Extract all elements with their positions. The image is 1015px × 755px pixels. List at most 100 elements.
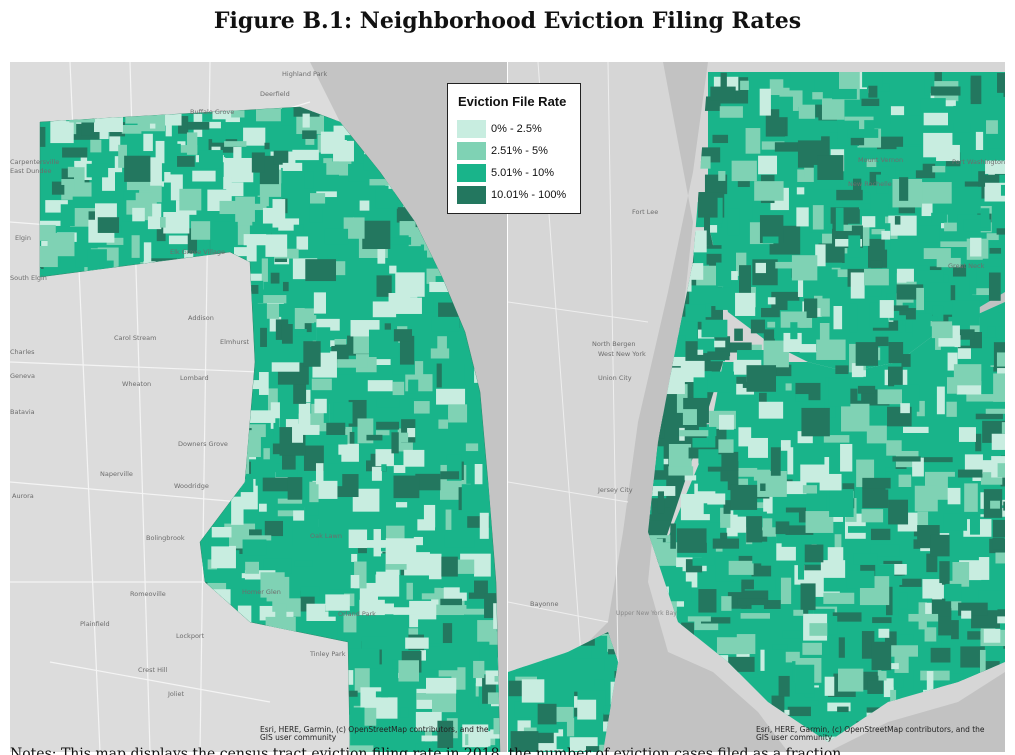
tract-patch (707, 225, 718, 233)
tract-patch (964, 483, 978, 512)
tract-patch (863, 268, 889, 286)
tract-patch (734, 328, 743, 341)
tract-patch (997, 72, 1005, 93)
tract-patch (997, 607, 1005, 618)
tract-patch (233, 147, 242, 167)
tract-patch (858, 203, 871, 210)
tract-patch (787, 700, 819, 706)
tract-patch (270, 402, 280, 429)
tract-patch (986, 120, 998, 134)
tract-patch (436, 363, 442, 388)
tract-patch (875, 336, 889, 347)
tract-patch (896, 268, 914, 283)
tract-patch (870, 260, 883, 269)
tract-patch (978, 171, 986, 187)
tract-patch (393, 475, 420, 499)
tract-patch (721, 451, 739, 471)
tract-patch (231, 107, 245, 118)
place-label: Carol Stream (114, 334, 157, 342)
tract-patch (829, 489, 854, 518)
tract-patch (721, 596, 732, 611)
tract-patch (726, 510, 738, 537)
tract-patch (892, 456, 921, 462)
tract-patch (586, 746, 601, 752)
tract-patch (767, 297, 776, 305)
tract-patch (295, 424, 320, 435)
tract-patch (386, 237, 412, 245)
tract-patch (740, 80, 749, 90)
tract-patch (780, 440, 791, 451)
tract-patch (996, 228, 1005, 235)
tract-patch (369, 179, 396, 186)
tract-patch (917, 511, 929, 527)
tract-patch (836, 189, 863, 201)
water-label: Upper New York Bay (616, 610, 677, 617)
tract-patch (362, 220, 391, 250)
tract-patch (442, 623, 453, 644)
tract-patch (720, 72, 727, 89)
tract-patch (1001, 422, 1005, 434)
tract-patch (926, 671, 934, 694)
tract-patch (275, 603, 287, 624)
tract-patch (873, 412, 885, 436)
tract-patch (871, 229, 890, 235)
place-label: Bolingbrook (146, 534, 185, 542)
tract-patch (537, 703, 557, 725)
tract-patch (464, 364, 473, 389)
place-label: Bayonne (530, 600, 559, 608)
place-label: Woodridge (174, 482, 209, 490)
tract-patch (894, 216, 901, 225)
tract-patch (309, 193, 326, 204)
tract-patch (165, 113, 172, 137)
tract-patch (848, 235, 861, 258)
tract-patch (871, 641, 892, 671)
tract-patch (494, 675, 500, 682)
tract-patch (273, 418, 280, 438)
tract-patch (866, 425, 887, 444)
place-label: Romeoville (130, 590, 166, 598)
tract-patch (821, 98, 845, 120)
tract-patch (261, 258, 268, 282)
tract-patch (248, 410, 276, 423)
tract-patch (838, 637, 845, 658)
place-label: Elgin (15, 234, 31, 242)
tract-patch (886, 440, 902, 456)
tract-patch (300, 586, 320, 597)
tract-patch (479, 648, 500, 671)
tract-patch (864, 120, 875, 131)
tract-patch (697, 338, 716, 354)
tract-patch (685, 304, 706, 322)
tract-patch (970, 515, 980, 535)
tract-patch (334, 339, 347, 345)
tract-patch (925, 602, 937, 619)
tract-patch (465, 443, 479, 452)
place-label: Lombard (180, 374, 209, 382)
tract-patch (891, 645, 919, 657)
tract-patch (698, 449, 719, 464)
tract-patch (774, 142, 804, 152)
tract-patch (982, 258, 1005, 267)
tract-patch (727, 461, 739, 491)
tract-patch (738, 427, 752, 447)
tract-patch (997, 463, 1005, 478)
tract-patch (453, 559, 475, 574)
tract-patch (841, 403, 870, 432)
tract-patch (406, 582, 413, 600)
tract-patch (271, 362, 300, 372)
tract-patch (885, 467, 899, 475)
tract-patch (170, 168, 197, 175)
place-label: Oak Lawn (310, 532, 342, 540)
tract-patch (682, 409, 697, 426)
tract-patch (371, 466, 382, 481)
tract-patch (816, 339, 846, 360)
tract-patch (294, 307, 305, 335)
tract-patch (121, 125, 142, 134)
tract-patch (282, 281, 289, 292)
tract-patch (186, 132, 198, 155)
tract-patch (679, 430, 709, 437)
tract-patch (846, 570, 875, 589)
nyc-map[interactable]: Fort Lee North Bergen West New York Unio… (508, 62, 1005, 752)
tract-patch (763, 600, 781, 609)
map-legend: Eviction File Rate 0% - 2.5% 2.51% - 5% … (447, 83, 581, 214)
chicago-map[interactable]: Highland Park Deerfield Buffalo Grove Ca… (10, 62, 507, 752)
